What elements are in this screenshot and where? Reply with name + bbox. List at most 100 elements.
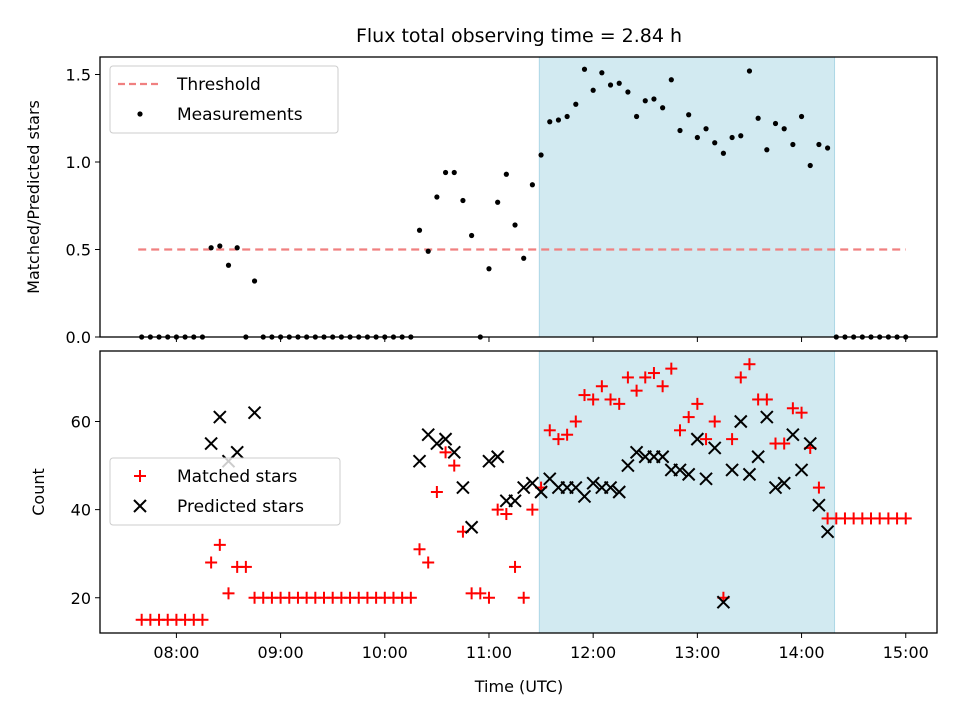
bottom-panel: 20 40 60 08:00 09:00 10:00 11:00 12:00 13:00 14:… <box>29 350 938 696</box>
predicted-star-point <box>603 480 618 495</box>
matched-star-point <box>682 411 695 424</box>
predicted-x-b <box>690 432 705 446</box>
measurement-point <box>660 105 666 111</box>
predicted-star-point <box>490 450 505 464</box>
measurement-point <box>686 112 692 118</box>
measurement-point <box>807 162 813 169</box>
predicted-x-b <box>447 445 461 460</box>
matched-star-point <box>239 560 252 573</box>
bottom-y-tick-label: 40 <box>71 501 91 520</box>
predicted-star-point <box>760 410 774 424</box>
predicted-star-point <box>725 463 739 477</box>
predicted-star-point <box>803 436 817 451</box>
matched-star-point <box>422 556 435 569</box>
matched-star-point <box>448 459 461 472</box>
measurement-point <box>434 194 440 200</box>
measurement-point <box>790 141 796 148</box>
measurement-point <box>251 278 258 284</box>
top-axes-frame <box>99 56 938 338</box>
x-tick-label: 08:00 <box>153 643 199 662</box>
predicted-x-b <box>508 494 522 508</box>
legend-matched-label: Matched stars <box>177 467 297 487</box>
measurement-point <box>712 140 718 146</box>
predicted-x-b <box>621 458 635 473</box>
measurement-point <box>486 266 492 272</box>
predicted-x-b <box>794 463 809 477</box>
predicted-x-b <box>655 450 670 464</box>
matched-star-point <box>196 613 209 626</box>
predicted-x-b <box>742 467 757 482</box>
measurement-point <box>529 182 535 188</box>
measurement-point <box>781 126 787 132</box>
bottom-axes-frame <box>99 350 938 634</box>
predicted-star-point <box>734 414 748 429</box>
measurement-point <box>625 89 631 95</box>
measurement-point <box>460 197 466 204</box>
predicted-x-b <box>786 428 800 442</box>
predicted-x-b <box>230 445 244 460</box>
predicted-star-point <box>655 450 670 464</box>
matched-star-point <box>734 371 747 384</box>
predicted-x-b <box>812 498 826 512</box>
predicted-star-point <box>629 445 644 460</box>
matched-star-point <box>482 591 495 604</box>
legend-threshold-label: Threshold <box>176 75 261 95</box>
predicted-x-b <box>482 454 496 468</box>
matched-star-point <box>726 433 739 446</box>
predicted-x-b <box>725 463 739 477</box>
matched-star-point <box>413 543 426 556</box>
top-shaded-span <box>538 56 836 338</box>
predicted-x-b <box>751 450 765 464</box>
x-tick-label: 15:00 <box>883 643 929 662</box>
predicted-star-point <box>812 498 826 512</box>
predicted-star-point <box>482 454 496 468</box>
predicted-x-b <box>612 485 626 499</box>
matched-star-point <box>543 424 556 437</box>
predicted-x-b <box>438 432 453 446</box>
bottom-x-ticks: 08:00 09:00 10:00 11:00 12:00 13:00 14:00 15:00 <box>153 633 929 662</box>
predicted-x-b <box>716 595 731 609</box>
predicted-star-point <box>534 485 548 499</box>
x-tick-label: 12:00 <box>570 643 616 662</box>
measurement-point <box>425 248 431 254</box>
predicted-x-b <box>803 436 817 451</box>
measurement-point <box>469 232 475 239</box>
measurement-points <box>139 66 909 340</box>
matched-star-point <box>430 486 443 498</box>
chart-title: Flux total observing time = 2.84 h <box>356 25 682 47</box>
legend-predicted-label: Predicted stars <box>177 497 304 517</box>
matched-star-point <box>899 512 912 525</box>
predicted-x-b <box>490 450 505 464</box>
predicted-x-b <box>760 410 774 424</box>
measurement-point <box>521 255 527 261</box>
predicted-x-b <box>534 485 548 499</box>
measurement-point <box>416 227 423 233</box>
predicted-x-b <box>603 480 618 495</box>
top-y-tick-label: 0.5 <box>66 241 91 260</box>
measurement-point <box>555 117 562 123</box>
matched-star-point <box>439 446 452 459</box>
matched-star-point <box>491 503 504 516</box>
measurement-point <box>642 98 648 104</box>
bottom-y-axis-label: Count <box>29 468 48 516</box>
predicted-star-point <box>230 445 244 460</box>
predicted-star-point <box>213 410 227 424</box>
top-y-tick-label: 1.5 <box>66 66 91 85</box>
legend-measurements-label: Measurements <box>177 105 303 125</box>
measurement-point <box>703 126 709 132</box>
predicted-x-b <box>629 445 644 460</box>
measurement-point <box>720 150 727 156</box>
predicted-star-point <box>786 428 800 442</box>
matched-star-point <box>630 384 643 397</box>
matched-star-point <box>500 508 513 521</box>
predicted-star-point <box>742 467 757 482</box>
predicted-x-b <box>204 436 218 451</box>
matched-star-point <box>552 433 565 446</box>
matched-star-point <box>778 437 791 450</box>
measurement-point <box>547 119 553 125</box>
predicted-star-point <box>768 480 783 495</box>
matched-stars-points <box>135 358 912 626</box>
measurement-point <box>451 169 457 176</box>
predicted-x-b <box>412 454 427 468</box>
